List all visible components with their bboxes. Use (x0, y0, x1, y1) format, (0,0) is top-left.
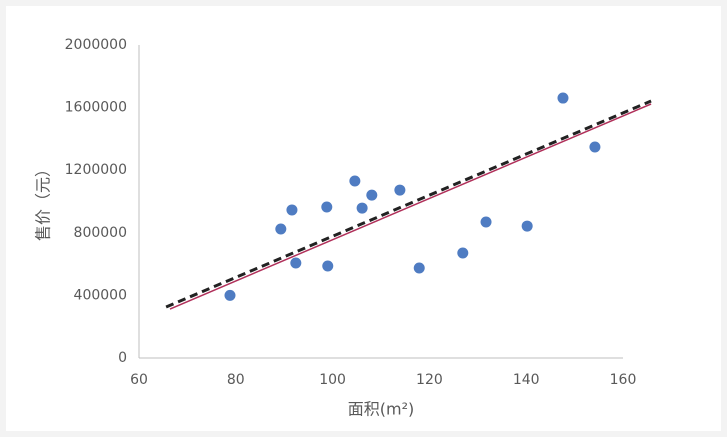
point (290, 257, 302, 269)
point (394, 184, 406, 196)
y-tick-label: 1600000 (65, 100, 127, 116)
y-tick-label: 2000000 (65, 37, 127, 53)
point (521, 220, 533, 232)
point (286, 204, 298, 216)
point (557, 92, 569, 104)
x-tick-label: 60 (130, 372, 148, 388)
point (275, 223, 287, 235)
trend-line (165, 99, 652, 309)
x-tick-label: 80 (227, 372, 245, 388)
point (480, 216, 492, 228)
trend-line (169, 103, 652, 310)
y-tick-label: 1200000 (65, 162, 127, 178)
y-tick-label: 400000 (74, 287, 127, 303)
point (413, 262, 425, 274)
x-tick-label: 100 (319, 372, 346, 388)
point (322, 260, 334, 272)
chart-area (6, 6, 721, 431)
point (366, 189, 378, 201)
y-tick-label: 0 (118, 350, 127, 366)
x-tick-label: 160 (610, 372, 637, 388)
y-axis-label: 售价（元） (34, 161, 53, 241)
point (356, 202, 368, 214)
point (349, 175, 361, 187)
point (224, 289, 236, 301)
point (589, 141, 601, 153)
y-tick-label: 800000 (74, 225, 127, 241)
point (321, 201, 333, 213)
x-tick-label: 140 (513, 372, 540, 388)
point (457, 247, 469, 259)
x-axis-label: 面积(m²) (348, 400, 415, 419)
x-tick-label: 120 (416, 372, 443, 388)
